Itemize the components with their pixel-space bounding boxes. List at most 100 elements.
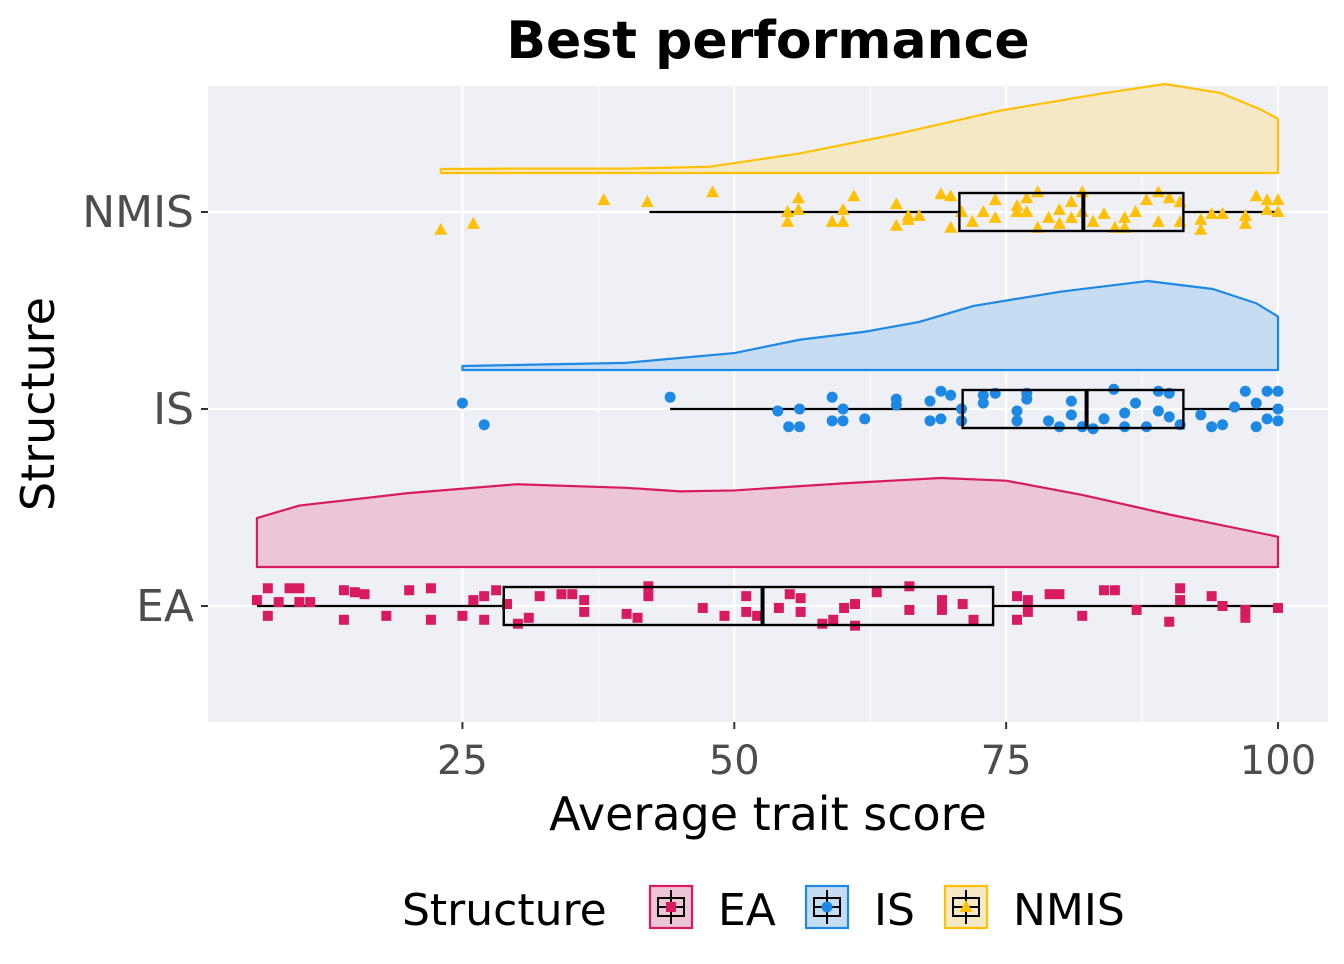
data-point xyxy=(579,595,590,606)
data-point xyxy=(1118,210,1132,223)
data-point xyxy=(425,614,436,625)
data-point xyxy=(456,397,468,409)
data-point xyxy=(349,587,360,598)
data-point xyxy=(936,604,947,615)
data-point xyxy=(1075,185,1089,198)
data-point xyxy=(795,606,806,617)
data-point xyxy=(1086,214,1100,227)
legend-label: EA xyxy=(718,885,776,936)
data-point xyxy=(597,193,611,206)
data-point xyxy=(1271,205,1285,217)
data-point xyxy=(934,187,948,200)
legend-key-ea xyxy=(648,884,694,930)
x-tick-label: 25 xyxy=(437,738,488,784)
data-point xyxy=(1042,210,1056,223)
density-cloud xyxy=(255,476,1280,569)
data-point xyxy=(1020,205,1034,217)
data-point xyxy=(294,597,305,608)
data-point xyxy=(1098,413,1110,425)
data-point xyxy=(359,589,370,600)
data-point xyxy=(1238,216,1252,229)
data-point xyxy=(502,599,513,610)
data-point xyxy=(817,618,828,629)
data-point xyxy=(1031,220,1045,233)
data-point xyxy=(632,612,643,623)
box-iqr xyxy=(958,191,1185,233)
data-point xyxy=(1065,409,1077,421)
data-point xyxy=(1272,602,1283,613)
data-point xyxy=(338,585,349,596)
data-point xyxy=(1065,395,1077,407)
data-point xyxy=(901,212,915,225)
data-point xyxy=(1206,591,1217,602)
data-point xyxy=(273,597,284,608)
data-point xyxy=(262,610,273,621)
data-point xyxy=(794,421,806,433)
data-point xyxy=(294,583,305,594)
data-point xyxy=(968,614,979,625)
data-point xyxy=(640,195,654,208)
data-point xyxy=(912,208,926,221)
data-point xyxy=(706,185,720,198)
legend-point xyxy=(959,900,973,912)
data-point xyxy=(1021,393,1033,405)
data-point xyxy=(1097,206,1111,219)
data-point xyxy=(836,203,850,216)
y-tick-label: EA xyxy=(136,581,194,632)
data-point xyxy=(781,214,795,227)
data-point xyxy=(890,399,902,411)
data-point xyxy=(512,618,523,629)
data-point xyxy=(1022,595,1033,606)
data-point xyxy=(1194,222,1208,235)
data-point xyxy=(1044,589,1055,600)
data-point xyxy=(1228,401,1240,413)
data-point xyxy=(1052,203,1066,216)
data-point xyxy=(826,391,838,403)
data-point xyxy=(491,585,502,596)
data-point xyxy=(1012,591,1023,602)
data-point xyxy=(944,220,958,233)
data-point xyxy=(479,591,490,602)
data-point xyxy=(1163,411,1175,423)
density-cloud xyxy=(461,279,1280,372)
data-point xyxy=(1152,405,1164,417)
data-point xyxy=(567,589,578,600)
data-point xyxy=(847,189,861,202)
data-point xyxy=(1272,385,1284,397)
data-point xyxy=(1064,195,1078,208)
data-point xyxy=(1119,407,1131,419)
x-axis: 25 50 75 100 xyxy=(437,722,1316,784)
data-point xyxy=(1022,606,1033,617)
data-point xyxy=(1194,212,1208,225)
x-tick-label: 50 xyxy=(709,738,760,784)
legend-label: NMIS xyxy=(1013,885,1125,936)
y-tick-label: IS xyxy=(153,384,194,435)
data-point xyxy=(1099,585,1109,596)
chart-title: Best performance xyxy=(506,11,1029,71)
data-point xyxy=(836,214,850,227)
data-point xyxy=(1240,612,1251,623)
data-point xyxy=(1151,185,1165,198)
data-point xyxy=(772,405,784,417)
y-axis: EA IS NMIS xyxy=(82,187,208,632)
legend-point xyxy=(666,902,676,912)
data-point xyxy=(849,599,860,610)
legend-point xyxy=(821,901,833,913)
data-point xyxy=(935,413,947,425)
data-point xyxy=(889,218,903,231)
data-point xyxy=(1195,409,1207,421)
data-point xyxy=(719,610,730,621)
data-point xyxy=(1271,193,1285,206)
y-tick-label: NMIS xyxy=(82,187,194,238)
data-point xyxy=(1118,220,1132,233)
box-iqr xyxy=(502,585,995,627)
x-tick-label: 75 xyxy=(981,738,1032,784)
data-point xyxy=(1164,616,1175,627)
data-point xyxy=(479,614,490,625)
data-point xyxy=(1020,191,1034,204)
data-point xyxy=(1031,185,1045,198)
data-point xyxy=(1119,421,1131,433)
data-point xyxy=(457,610,468,621)
x-axis-label: Average trait score xyxy=(549,787,987,841)
data-point xyxy=(1139,193,1153,206)
